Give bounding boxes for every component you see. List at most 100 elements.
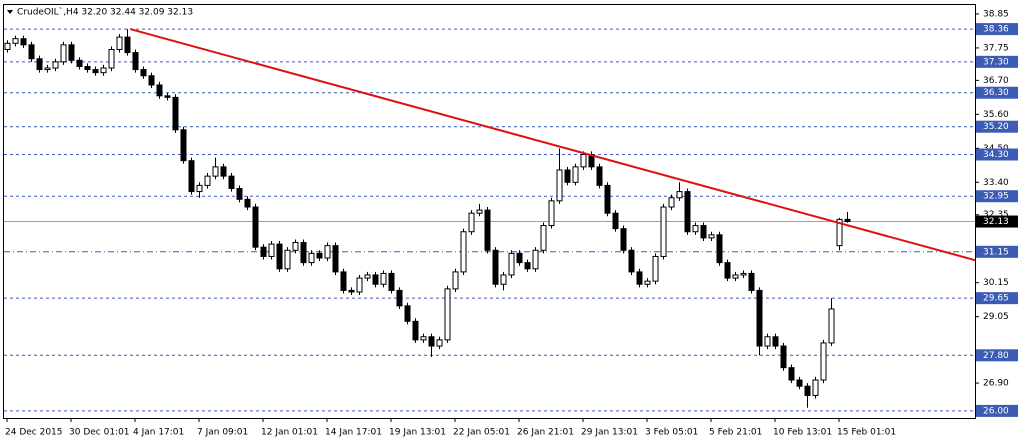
x-tick-label: 3 Feb 05:01 <box>645 428 698 438</box>
candle-body <box>388 272 395 291</box>
candle-body <box>460 231 467 273</box>
candle-body <box>380 272 387 285</box>
level-label-box <box>976 120 1018 133</box>
candle-body <box>484 209 491 251</box>
candle-body <box>172 96 179 131</box>
level-label: 37.30 <box>983 57 1009 67</box>
candle-body <box>428 336 435 347</box>
candle-body <box>372 274 379 285</box>
level-label: 26.00 <box>983 406 1009 416</box>
candle-body <box>548 200 555 227</box>
candle-body <box>332 245 339 273</box>
y-tick-label: 29.05 <box>983 312 1009 322</box>
candle-body <box>252 206 259 248</box>
candle-body <box>580 154 587 168</box>
candle-body <box>4 42 11 50</box>
y-tick-label: 37.75 <box>983 43 1009 53</box>
candle-body <box>292 242 299 251</box>
candle-body <box>724 262 731 279</box>
candle-body <box>100 67 107 74</box>
level-label: 31.15 <box>983 247 1009 257</box>
level-label: 27.80 <box>983 351 1009 361</box>
candle-body <box>268 243 275 257</box>
level-label: 38.36 <box>983 25 1009 35</box>
x-tick-label: 5 Feb 21:01 <box>709 428 762 438</box>
level-label-box <box>976 190 1018 203</box>
candle-body <box>676 191 683 199</box>
candle-body <box>180 129 187 162</box>
x-tick-label: 4 Jan 17:01 <box>133 428 184 438</box>
menu-arrow[interactable] <box>7 10 13 14</box>
x-tick-label: 29 Jan 13:01 <box>581 428 638 438</box>
candle-body <box>412 320 419 341</box>
x-tick-label: 26 Jan 21:01 <box>517 428 574 438</box>
candle-body <box>788 367 795 381</box>
candle-body <box>132 52 139 71</box>
candle-body <box>740 272 747 276</box>
candle-body <box>436 339 443 347</box>
candle-body <box>396 289 403 307</box>
candle-body <box>844 218 851 223</box>
candle-body <box>564 169 571 183</box>
candle-body <box>636 271 643 285</box>
candle-body <box>836 218 843 247</box>
candle-body <box>348 289 355 293</box>
candle-body <box>628 249 635 273</box>
candle-body <box>276 243 283 270</box>
candle-body <box>356 277 363 293</box>
candle-body <box>108 48 115 69</box>
plot-frame <box>3 4 976 419</box>
candle-body <box>716 234 723 264</box>
level-label: 36.30 <box>983 88 1009 98</box>
level-label: 34.30 <box>983 150 1009 160</box>
candle-body <box>316 252 323 259</box>
candle-body <box>444 288 451 341</box>
candle-body <box>772 336 779 347</box>
candle-body <box>148 75 155 86</box>
candle-body <box>196 184 203 193</box>
candle-body <box>284 249 291 270</box>
candle-body <box>660 206 667 257</box>
x-tick-label: 22 Jan 05:01 <box>453 428 510 438</box>
level-label-box <box>976 245 1018 258</box>
level-label-box <box>976 349 1018 362</box>
x-tick-label: 15 Feb 01:01 <box>837 428 896 438</box>
candle-body <box>620 228 627 251</box>
candle-body <box>796 379 803 387</box>
y-tick-label: 26.90 <box>983 379 1009 389</box>
level-label: 35.20 <box>983 122 1009 132</box>
level-label-box <box>976 148 1018 161</box>
candle-body <box>404 305 411 322</box>
candle-body <box>692 225 699 233</box>
candle-body <box>140 69 147 77</box>
candle-body <box>780 345 787 369</box>
candle-body <box>572 166 579 183</box>
candle-body <box>260 246 267 257</box>
candle-body <box>644 280 651 285</box>
candle-body <box>340 271 347 291</box>
candle-body <box>652 255 659 282</box>
candle-body <box>804 385 811 396</box>
candle-body <box>452 271 459 290</box>
candle-body <box>764 336 771 347</box>
current-price-box <box>976 215 1018 228</box>
chart-title: CrudeOIL`,H4 32.20 32.44 32.09 32.13 <box>17 7 193 18</box>
candle-body <box>748 272 755 291</box>
level-label-box <box>976 292 1018 305</box>
level-label: 29.65 <box>983 294 1009 304</box>
candle-body <box>244 198 251 208</box>
x-tick-label: 30 Dec 01:01 <box>69 428 130 438</box>
y-tick-label: 36.70 <box>983 76 1009 86</box>
candle-body <box>92 69 99 74</box>
candle-body <box>308 252 315 264</box>
x-tick-label: 14 Jan 17:01 <box>325 428 382 438</box>
candle-body <box>508 252 515 276</box>
current-price-label: 32.13 <box>983 217 1009 227</box>
candle-body <box>220 166 227 177</box>
candle-body <box>204 175 211 186</box>
candle-body <box>116 36 123 50</box>
candle-body <box>36 58 43 71</box>
candle-body <box>708 234 715 239</box>
candle-body <box>524 262 531 270</box>
